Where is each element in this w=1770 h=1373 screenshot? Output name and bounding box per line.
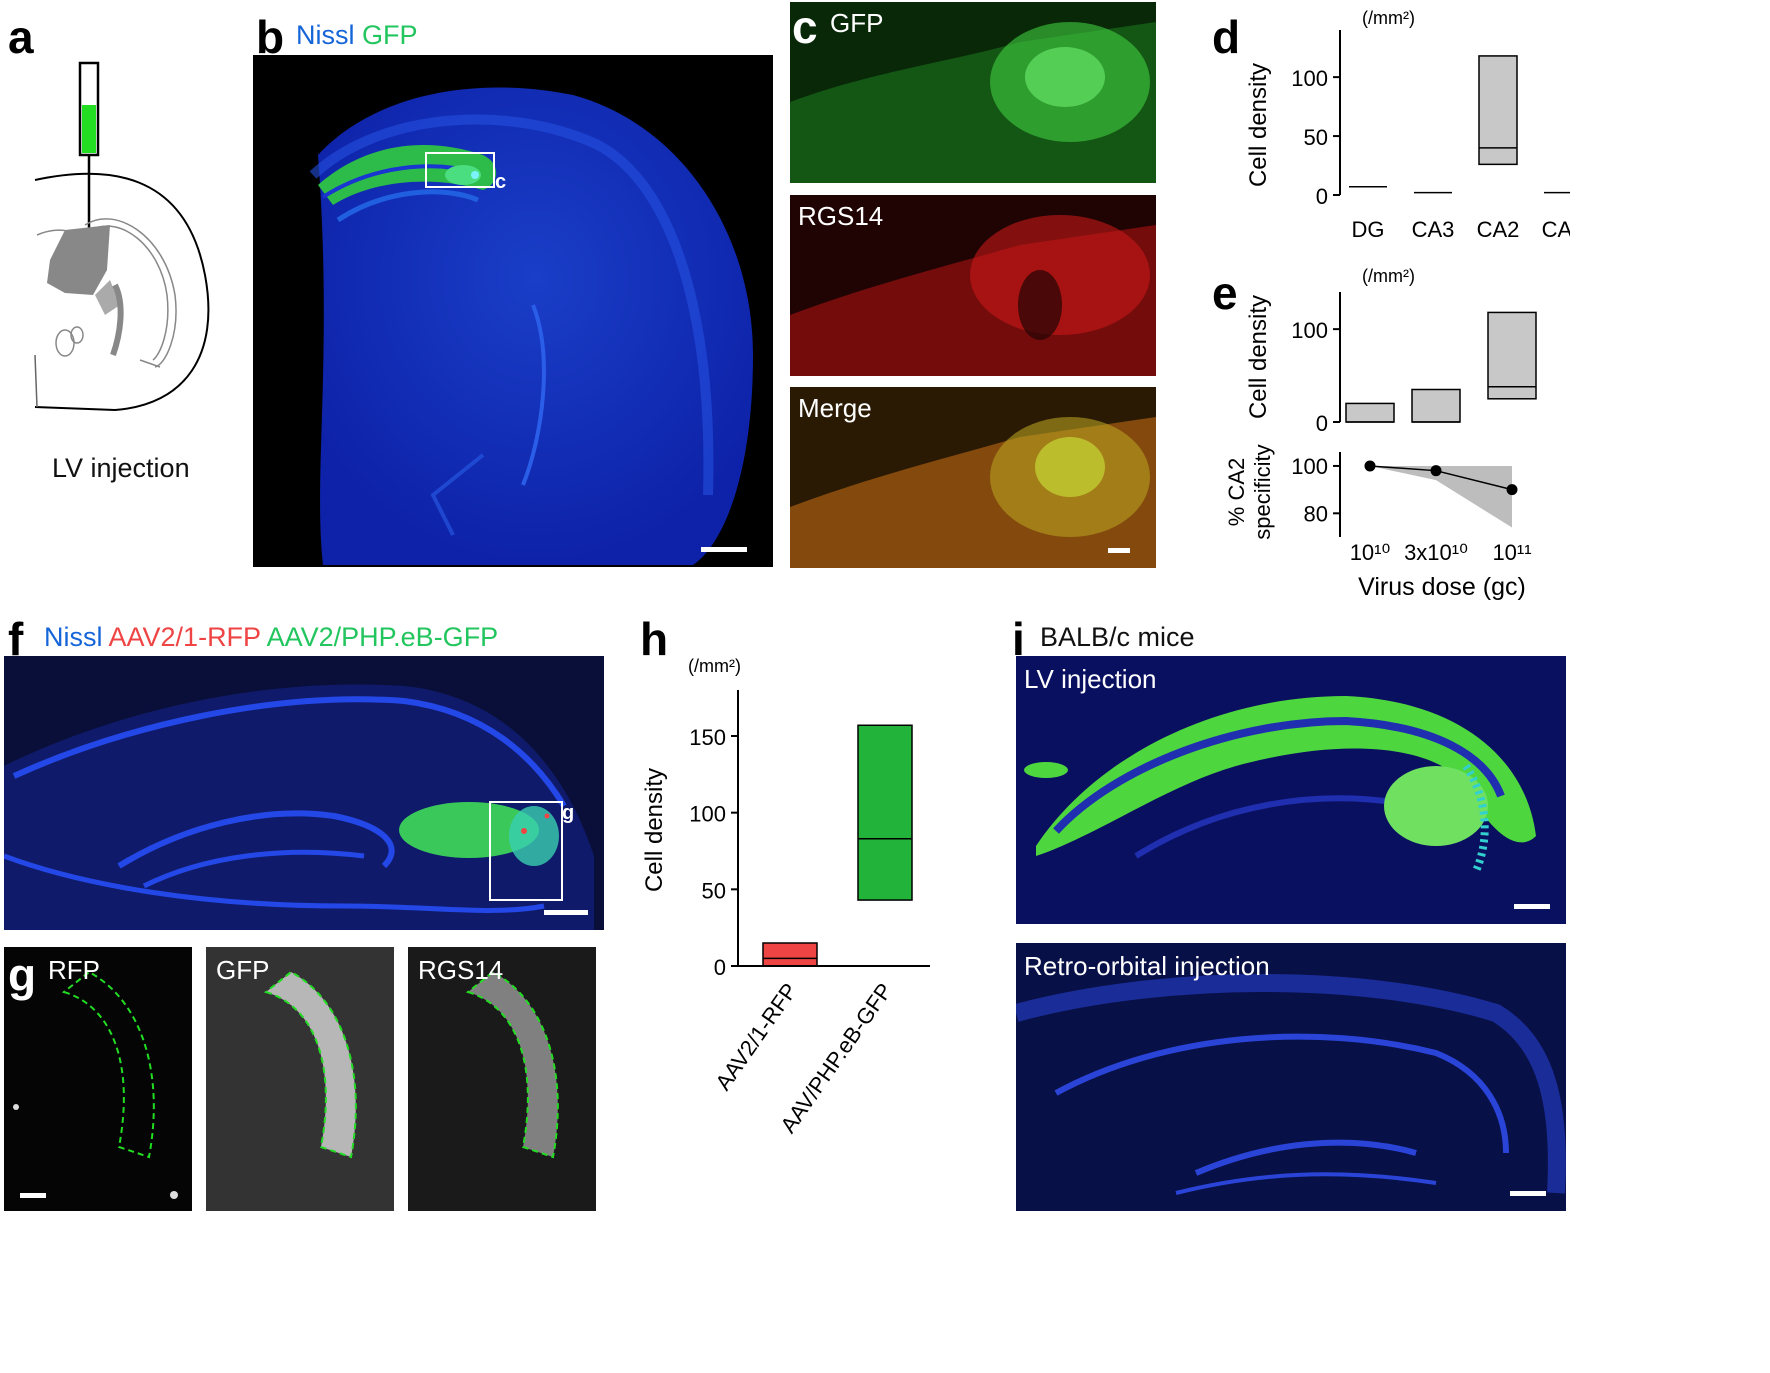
stain-rfp: AAV2/1-RFP — [108, 622, 261, 652]
panel-label-i: i — [1012, 613, 1025, 665]
panel-label-h: h — [640, 613, 669, 665]
tile-label-gfp: GFP — [216, 955, 270, 985]
stain-nissl: Nissl — [296, 20, 355, 50]
box — [1345, 402, 1395, 423]
box — [1411, 388, 1461, 423]
y-axis-title: Cell density — [1245, 295, 1272, 419]
micrograph-c-gfp: GFP — [790, 2, 1156, 183]
inset-box-g — [489, 801, 563, 901]
box — [857, 724, 913, 901]
y-tick-label: 150 — [689, 725, 726, 750]
x-tick-label: AAV2/1-RFP — [710, 979, 802, 1095]
micrograph-c-merge: Merge — [790, 387, 1156, 568]
y-axis-title: Cell density — [1245, 63, 1272, 187]
panel-label-f: f — [8, 613, 24, 665]
y-tick-label: 0 — [1316, 411, 1328, 436]
y-axis-title: % CA2 — [1224, 458, 1249, 526]
tile-label-retro-orbital: Retro-orbital injection — [1024, 951, 1270, 981]
scale-bar — [1108, 548, 1130, 553]
coronal-section-image: c — [253, 55, 773, 567]
scale-bar — [1510, 1191, 1546, 1196]
scale-bar — [20, 1193, 46, 1198]
x-tick-label: DG — [1352, 217, 1385, 242]
box — [762, 942, 818, 967]
micrograph-g-rfp: RFP — [4, 947, 192, 1211]
y-axis-title: Cell density — [641, 768, 668, 892]
micrograph-g-rgs14: RGS14 — [408, 947, 596, 1211]
hippocampus-image-lv: LV injection — [1016, 656, 1566, 924]
stain-nissl: Nissl — [44, 622, 103, 652]
y-tick-label: 100 — [689, 802, 726, 827]
x-tick-label: CA2 — [1477, 217, 1520, 242]
tile-label-lv-injection: LV injection — [1024, 664, 1157, 694]
y-tick-label: 100 — [1291, 318, 1328, 343]
panel-label-b: b — [256, 11, 285, 63]
x-tick-label: 10¹¹ — [1492, 540, 1531, 565]
confidence-band — [1370, 465, 1512, 528]
scale-bar — [544, 910, 588, 915]
hippocampus-image-retro-orbital: Retro-orbital injection — [1016, 943, 1566, 1211]
box — [1487, 311, 1537, 400]
inset-box-c — [425, 152, 495, 188]
panel-f-stains: Nissl AAV2/1-RFP AAV2/PHP.eB-GFP — [44, 622, 498, 653]
panel-label-g: g — [8, 949, 37, 1001]
data-point — [1430, 465, 1442, 477]
y-unit-label: (/mm²) — [688, 656, 741, 676]
x-tick-label: CA1 — [1542, 217, 1570, 242]
box — [1478, 55, 1518, 166]
panel-i-title: BALB/c mice — [1040, 622, 1195, 652]
y-tick-label: 0 — [1316, 184, 1328, 209]
inset-box-c-label: c — [495, 171, 507, 193]
chart-e: 0 100 (/mm²) Cell density 80 100 % CA2 specific… — [1224, 266, 1537, 601]
x-axis-title: Virus dose (gc) — [1358, 573, 1526, 601]
panel-label-e: e — [1212, 267, 1238, 319]
stain-gfp: AAV2/PHP.eB-GFP — [266, 622, 499, 652]
panel-a-caption: LV injection — [52, 453, 190, 483]
tile-label-merge: Merge — [798, 393, 872, 423]
stain-gfp: GFP — [362, 20, 418, 50]
panel-label-d: d — [1212, 11, 1241, 63]
panel-b-stains: Nissl GFP — [296, 20, 418, 51]
y-tick-label: 100 — [1291, 454, 1328, 479]
hippocampus-image-f: g — [4, 656, 604, 930]
y-tick-label: 50 — [1304, 125, 1328, 150]
y-tick-label: 100 — [1291, 66, 1328, 91]
data-point — [1506, 484, 1518, 496]
y-unit-label: (/mm²) — [1362, 8, 1415, 28]
panel-label-a: a — [8, 11, 34, 63]
y-unit-label: (/mm²) — [1362, 266, 1415, 286]
scale-bar — [1514, 904, 1550, 909]
tile-label-rgs14: RGS14 — [418, 955, 504, 985]
x-tick-label: 3x10¹⁰ — [1404, 540, 1468, 565]
data-point — [1364, 460, 1376, 472]
brain-schematic — [34, 61, 210, 412]
panel-label-c: c — [792, 1, 818, 53]
tile-label-rgs14: RGS14 — [798, 201, 884, 231]
y-tick-label: 0 — [714, 955, 726, 980]
micrograph-g-gfp: GFP — [206, 947, 394, 1211]
y-axis-title-line2: specificity — [1250, 444, 1275, 539]
inset-box-g-label: g — [562, 802, 575, 824]
tile-label-rfp: RFP — [48, 955, 100, 985]
x-tick-label: CA3 — [1412, 217, 1455, 242]
chart-d: 0 50 100 (/mm²) Cell density DG CA3 CA2 CA1 — [1245, 8, 1570, 242]
scale-bar — [701, 547, 747, 552]
tile-label-gfp: GFP — [830, 8, 884, 38]
x-tick-label: 10¹⁰ — [1350, 540, 1391, 565]
y-tick-label: 50 — [702, 878, 726, 903]
micrograph-c-rgs14: RGS14 — [790, 195, 1156, 376]
y-tick-label: 80 — [1304, 501, 1328, 526]
